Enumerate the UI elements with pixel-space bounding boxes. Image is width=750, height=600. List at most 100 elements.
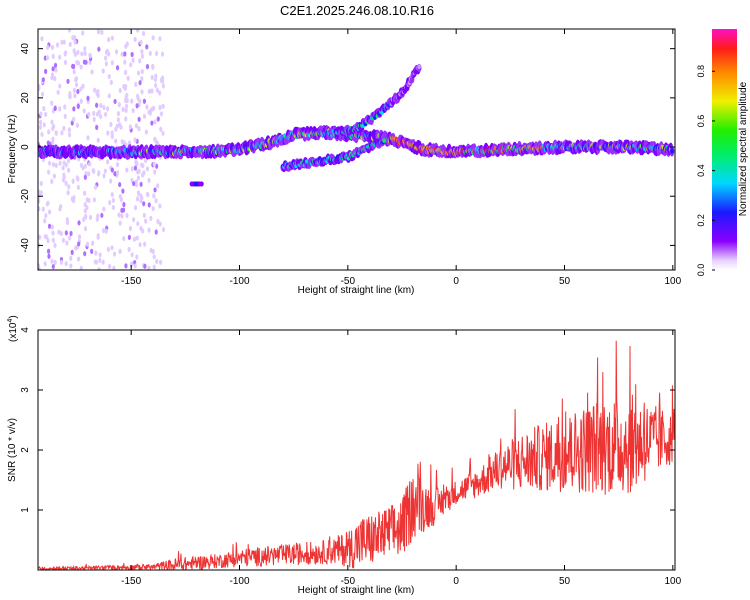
- spectrogram-noise-blob: [154, 229, 158, 235]
- spectrogram-noise-blob: [67, 184, 71, 190]
- spectrogram-noise-blob: [94, 250, 98, 256]
- spectrogram-noise-blob: [40, 91, 45, 97]
- spectrogram-noise-blob: [53, 105, 57, 112]
- snr-x-tick-label: -50: [341, 576, 356, 587]
- spectrogram-noise-blob: [117, 102, 121, 108]
- spectrogram-noise-blob: [143, 241, 147, 247]
- spectrogram-noise-blob: [123, 51, 127, 57]
- spectrogram-noise-blob: [153, 77, 158, 83]
- spectrogram-noise-blob: [128, 140, 132, 146]
- spectrogram-noise-blob: [125, 212, 129, 219]
- spectrogram-noise-blob: [96, 88, 100, 94]
- spectrogram-noise-blob: [102, 173, 106, 179]
- spectrogram-noise-blob: [114, 126, 118, 132]
- spectrogram-noise-blob: [124, 116, 128, 122]
- spectrogram-noise-blob: [158, 36, 162, 42]
- spectrogram-noise-blob: [85, 205, 89, 211]
- spectrogram-noise-blob: [69, 263, 73, 269]
- colorbar-tick-label: 0.0: [696, 264, 706, 277]
- spectrogram-noise-blob: [91, 240, 95, 246]
- snr-y-tick-label: 4: [20, 327, 31, 333]
- spectrogram-noise-blob: [64, 180, 68, 186]
- spectrogram-noise-blob: [53, 242, 57, 248]
- spectrogram-noise-blob: [61, 237, 65, 243]
- spectrogram-noise-blob: [72, 106, 76, 112]
- spectrogram-noise-blob: [154, 198, 158, 204]
- spectrogram-noise-blob: [58, 83, 62, 89]
- spectrogram-noise-blob: [47, 160, 52, 166]
- spectrogram-x-label: Height of straight line (km): [298, 285, 415, 296]
- snr-y-tick-label: 1: [20, 507, 31, 513]
- spectrogram-noise-blob: [110, 60, 114, 66]
- spectrogram-noise-blob: [142, 201, 146, 207]
- spectrogram-noise-blob: [43, 261, 47, 267]
- spectrogram-noise-blob: [46, 44, 50, 50]
- spectrogram-noise-blob: [110, 133, 114, 139]
- spectrogram-noise-blob: [106, 246, 110, 253]
- spectrogram-noise-blob: [39, 180, 43, 187]
- spectrogram-noise-blob: [120, 51, 124, 57]
- spectrogram-noise-blob: [158, 104, 162, 111]
- spectrogram-noise-blob: [47, 209, 52, 215]
- spectrogram-noise-blob: [69, 230, 73, 237]
- spectrogram-noise-blob: [83, 226, 88, 232]
- spectrogram-noise-blob: [92, 110, 96, 116]
- spectrogram-noise-blob: [153, 119, 157, 125]
- snr-scale-prefix: (x10: [8, 322, 19, 342]
- spectrogram-noise-blob: [82, 216, 86, 223]
- spectrogram-noise-blob: [134, 81, 138, 88]
- spectrogram-noise-blob: [95, 111, 100, 117]
- spectrogram-noise-blob: [132, 180, 136, 187]
- spectrogram-noise-blob: [77, 60, 81, 66]
- spectrogram-noise-blob: [118, 87, 122, 94]
- spectrogram-noise-blob: [115, 170, 120, 176]
- spectrogram-noise-blob: [122, 201, 126, 208]
- spectrogram-noise-blob: [100, 212, 104, 218]
- spectrogram-noise-blob: [110, 35, 114, 41]
- snr-scale-exponent: 4: [7, 319, 14, 323]
- spectrogram-noise-blob: [121, 188, 125, 194]
- spectrogram-noise-blob: [122, 235, 126, 242]
- spectrogram-noise-blob: [87, 171, 91, 177]
- spectrogram-noise-blob: [115, 162, 120, 168]
- spectrogram-noise-blob: [72, 116, 76, 122]
- spectrogram-noise-blob: [61, 165, 65, 171]
- spectrogram-noise-blob: [150, 74, 154, 81]
- spectrogram-noise-blob: [117, 122, 122, 128]
- spectrogram-blob: [670, 148, 674, 154]
- spectrogram-noise-blob: [83, 50, 87, 57]
- spectrogram-noise-blob: [142, 98, 146, 104]
- spectrogram-noise-blob: [147, 265, 151, 270]
- spectrogram-noise-blob: [53, 76, 57, 82]
- spectrogram-y-ticks: -40 -20 0 20 40: [20, 43, 675, 253]
- spectrogram-noise-blob: [148, 50, 152, 57]
- spectrogram-noise-blob: [66, 78, 70, 84]
- spectrogram-noise-blob: [77, 234, 82, 240]
- spectrogram-frame: [37, 28, 676, 271]
- spectrogram-y-tick-label: -40: [20, 238, 31, 253]
- spectrogram-noise-blob: [108, 199, 112, 206]
- spectrogram-noise-blob: [46, 248, 51, 254]
- spectrogram-noise-blob: [140, 75, 144, 82]
- colorbar-tick-label: 0.4: [696, 164, 706, 177]
- spectrogram-noise-blob: [158, 203, 162, 209]
- spectrogram-noise-blob: [112, 251, 117, 257]
- spectrogram-noise-blob: [54, 130, 58, 136]
- spectrogram-blob: [382, 138, 386, 143]
- spectrogram-noise-blob: [76, 88, 80, 95]
- colorbar-gradient: [712, 29, 737, 270]
- spectrogram-noise-blob: [113, 171, 117, 177]
- spectrogram-noise-blob: [83, 46, 87, 52]
- spectrogram-noise-blob: [73, 39, 77, 45]
- spectrogram-noise-blob: [147, 88, 152, 94]
- spectrogram-noise-blob: [120, 207, 124, 213]
- spectrogram-noise-blob: [101, 259, 105, 265]
- spectrogram-noise-blob: [150, 120, 154, 126]
- spectrogram-noise-blob: [95, 124, 99, 130]
- spectrogram-noise-blob: [111, 204, 115, 211]
- spectrogram-noise-blob: [87, 197, 91, 204]
- spectrogram-noise-blob: [38, 124, 43, 130]
- spectrogram-y-tick-label: 20: [20, 92, 31, 104]
- spectrogram-noise-blob: [153, 187, 157, 193]
- spectrogram-noise-blob: [92, 197, 96, 203]
